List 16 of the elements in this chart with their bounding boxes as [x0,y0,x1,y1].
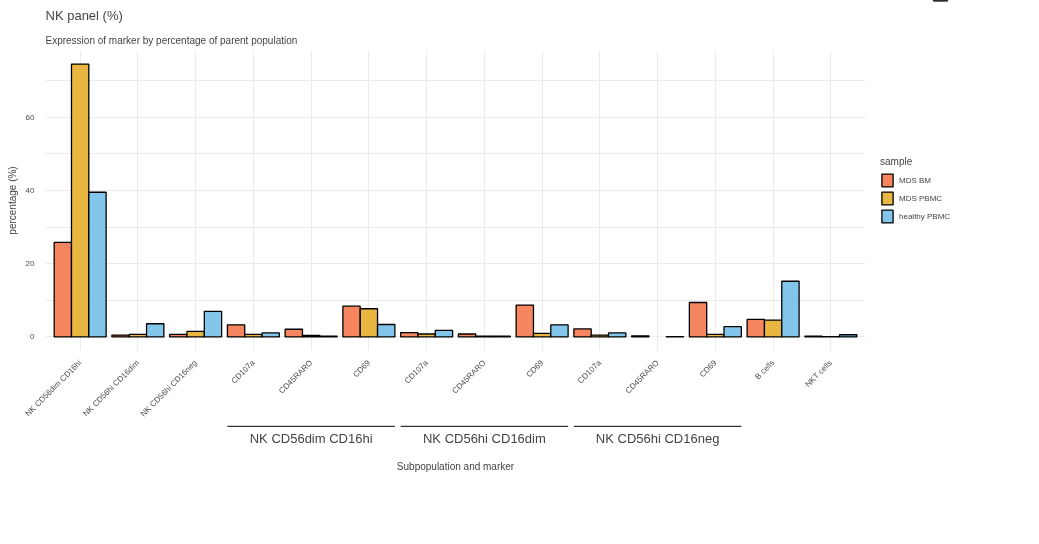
chart-subtitle: Expression of marker by percentage of parent population [45,34,298,46]
text: NK CD56dim CD16hi [249,430,373,446]
chart-title: NK panel (%) [45,7,123,23]
text: NK CD56hi CD16dim [422,430,546,446]
legend-label: MDS BM [899,175,931,185]
text: NK CD56hi CD16neg [595,430,720,446]
x-tick-label: B cells [753,358,777,382]
y-tick-label: 60 [25,112,36,122]
legend-label: healthy PBMC [899,211,951,221]
y-tick-label: 0 [30,332,36,342]
legend-title: sample [880,156,914,167]
y-axis-title: percentage (%) [6,166,18,235]
y-tick-label: 40 [25,185,36,195]
legend-label: MDS PBMC [899,193,943,203]
x-axis-title: Subpopulation and marker [396,460,515,472]
y-tick-label: 20 [25,259,36,269]
